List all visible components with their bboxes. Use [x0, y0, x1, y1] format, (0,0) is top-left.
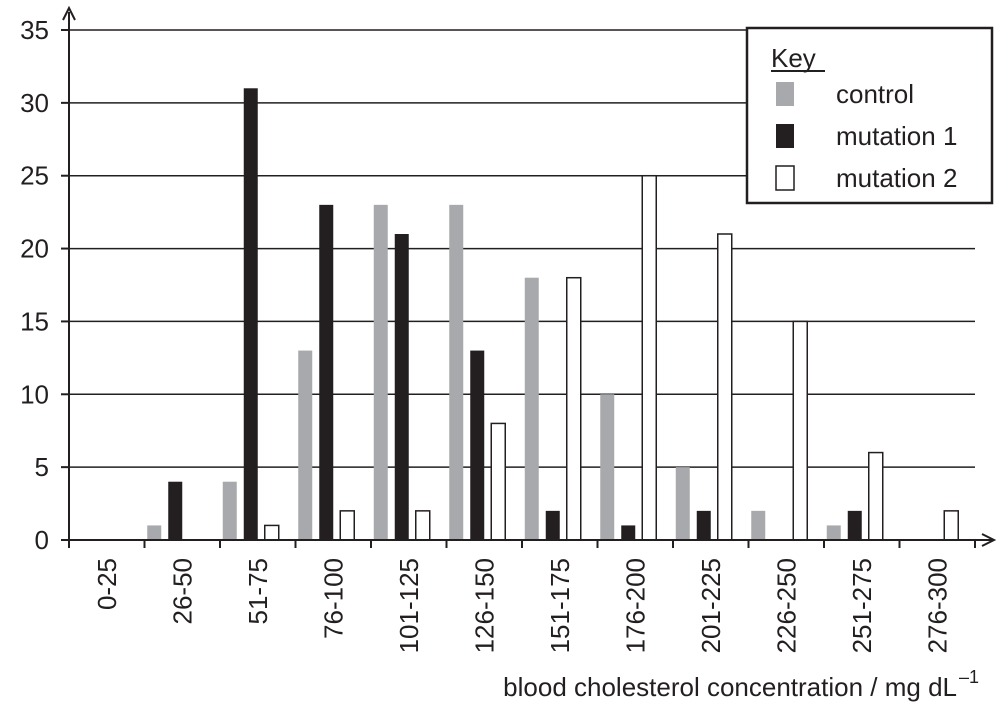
bars	[147, 88, 959, 541]
y-tick-label: 5	[35, 452, 49, 482]
legend-label-mutation-1: mutation 1	[836, 121, 957, 151]
bar-control-126-150	[449, 204, 464, 540]
x-tick-label: 276-300	[922, 558, 952, 653]
bar-control-101-125	[373, 204, 388, 540]
x-tick-label: 51-75	[243, 558, 273, 625]
x-tick-label: 151-175	[545, 558, 575, 653]
bar-mutation-2-101-125	[415, 510, 431, 541]
legend: Key control mutation 1 mutation 2	[745, 26, 994, 205]
bar-mutation-1-76-100	[319, 204, 334, 540]
legend-swatch-mutation-1	[776, 124, 794, 148]
bar-mutation-1-126-150	[470, 350, 485, 540]
bar-control-176-200	[600, 394, 615, 540]
x-axis-label-text: blood cholesterol concentration / mg dL	[503, 672, 957, 702]
y-tick-label: 35	[20, 15, 49, 45]
bar-mutation-2-76-100	[339, 510, 355, 541]
axes	[62, 5, 997, 547]
x-tick-label: 26-50	[167, 558, 197, 625]
bar-control-51-75	[222, 481, 237, 540]
gridlines	[69, 29, 975, 468]
bar-mutation-1-176-200	[621, 525, 636, 540]
y-tick-label: 0	[35, 525, 49, 555]
bar-mutation-2-276-300	[943, 510, 959, 541]
bar-mutation-1-201-225	[696, 510, 711, 540]
x-tick-labels: 0-25 26-50 51-75 76-100 101-125 126-150 151-17…	[68, 540, 976, 653]
bar-mutation-1-51-75	[243, 88, 258, 541]
y-axis-arrow	[62, 5, 76, 21]
legend-title: Key	[771, 43, 816, 73]
x-axis-arrow	[981, 533, 997, 547]
x-tick-label: 0-25	[92, 558, 122, 610]
x-tick-label: 176-200	[620, 558, 650, 653]
bar-mutation-1-151-175	[545, 510, 560, 540]
bar-control-251-275	[826, 525, 841, 540]
bar-control-226-250	[751, 510, 766, 540]
bar-mutation-1-26-50	[168, 481, 183, 540]
legend-label-control: control	[836, 79, 914, 109]
legend-swatch-control	[776, 82, 794, 106]
legend-swatch-mutation-2	[775, 165, 795, 191]
y-tick-label: 30	[20, 88, 49, 118]
y-tick-labels: 0 5 10 15 20 25 30 35	[20, 15, 69, 555]
bar-mutation-2-51-75	[264, 524, 280, 541]
legend-label-mutation-2: mutation 2	[836, 163, 957, 193]
x-axis-label-unit-exponent: –1	[959, 667, 979, 687]
x-tick-label: 126-150	[469, 558, 499, 653]
y-tick-label: 25	[20, 161, 49, 191]
bar-mutation-1-251-275	[847, 510, 862, 540]
bar-control-26-50	[147, 525, 162, 540]
y-tick-label: 15	[20, 306, 49, 336]
y-tick-label: 10	[20, 379, 49, 409]
x-axis-label: blood cholesterol concentration / mg dL	[503, 672, 957, 702]
x-tick-label: 251-275	[847, 558, 877, 653]
x-tick-label: 76-100	[318, 558, 348, 639]
x-tick-label: 226-250	[771, 558, 801, 653]
bar-mutation-2-151-175	[566, 276, 582, 541]
bar-mutation-2-126-150	[490, 422, 506, 541]
x-tick-label: 101-125	[394, 558, 424, 653]
bar-mutation-2-226-250	[792, 320, 808, 541]
bar-control-76-100	[298, 350, 313, 540]
bar-control-151-175	[524, 277, 539, 540]
y-tick-label: 20	[20, 234, 49, 264]
bar-mutation-2-251-275	[868, 451, 884, 541]
bar-mutation-2-176-200	[641, 174, 657, 541]
bar-mutation-2-201-225	[717, 233, 733, 541]
x-tick-label: 201-225	[696, 558, 726, 653]
bar-control-201-225	[675, 467, 690, 540]
bar-mutation-1-101-125	[394, 234, 409, 540]
